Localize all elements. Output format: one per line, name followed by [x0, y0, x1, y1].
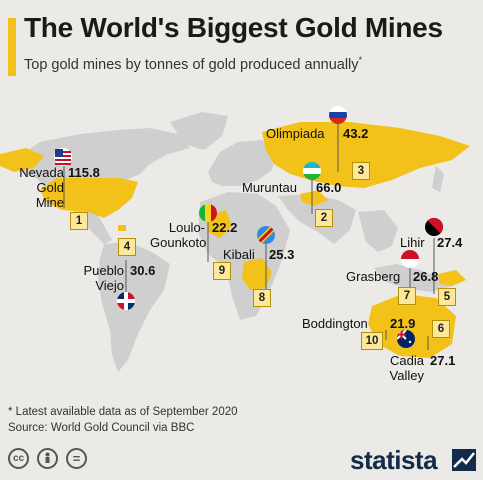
europe-land — [208, 140, 276, 186]
mine-value-lihir: 27.4 — [437, 235, 463, 250]
indonesia-land — [374, 264, 452, 292]
mine-label-loulo-gounkoto: Loulo- Gounkoto — [150, 220, 207, 250]
mine-value-nevada: 115.8 — [68, 165, 100, 180]
mine-value-muruntau: 66.0 — [316, 180, 342, 195]
mine-label-boddington: Boddington — [302, 316, 368, 331]
mine-value-grasberg: 26.8 — [413, 269, 439, 284]
rank-badge-7: 7 — [398, 287, 416, 305]
rank-badge-9: 9 — [213, 262, 231, 280]
uzbekistan-flag-icon — [303, 162, 321, 180]
rank-badge-3: 3 — [352, 162, 370, 180]
rank-badge-2: 2 — [315, 209, 333, 227]
mine-value-kibali: 25.3 — [269, 247, 295, 262]
rank-badge-10: 10 — [361, 332, 383, 350]
rank-badge-4: 4 — [118, 238, 136, 256]
greenland-land — [170, 112, 228, 150]
dominican-republic-highlight — [118, 225, 126, 231]
mine-value-pueblo-viejo: 30.6 — [130, 263, 156, 278]
world-map — [0, 106, 470, 372]
rank-badge-5: 5 — [438, 288, 456, 306]
australia-highlight — [368, 294, 456, 358]
mine-label-lihir: Lihir — [400, 235, 425, 250]
southeast-asia-land — [358, 210, 398, 252]
footnote: * Latest available data as of September … — [8, 406, 238, 434]
mine-label-olimpiada: Olimpiada — [266, 126, 325, 141]
attribution-icon — [37, 448, 58, 469]
australia-flag-icon — [397, 330, 415, 348]
no-derivatives-icon: = — [66, 448, 87, 469]
mine-label-grasberg: Grasberg — [346, 269, 401, 284]
dr-congo-highlight — [242, 258, 272, 290]
papua-new-guinea-flag-icon — [425, 218, 443, 236]
rank-badge-8: 8 — [253, 289, 271, 307]
png-highlight — [438, 270, 466, 286]
mine-label-pueblo-viejo: Pueblo Viejo — [83, 263, 124, 293]
indonesia-flag-icon — [401, 250, 419, 268]
dr-congo-flag-icon — [257, 226, 275, 244]
japan-land — [432, 166, 444, 192]
mine-label-cadia-valley: Cadia Valley — [389, 353, 424, 383]
dominican-republic-flag-icon — [117, 292, 135, 310]
leader-lines — [63, 122, 435, 350]
mine-value-boddington: 21.9 — [390, 316, 416, 331]
alaska-highlight — [0, 148, 44, 172]
mine-value-cadia-valley: 27.1 — [430, 353, 456, 368]
uzbekistan-highlight — [300, 190, 328, 206]
rank-badge-1: 1 — [70, 212, 88, 230]
mine-label-muruntau: Muruntau — [242, 180, 297, 195]
mine-label-nevada: Nevada Gold Mine — [19, 165, 64, 210]
south-america-land — [98, 242, 170, 372]
mine-value-loulo-gounkoto: 22.2 — [212, 220, 238, 235]
cc-icon: cc — [8, 448, 29, 469]
mali-flag-icon — [199, 204, 217, 222]
page-title: The World's Biggest Gold Mines — [24, 12, 443, 43]
russia-flag-icon — [329, 106, 347, 124]
statista-logo: statista — [350, 445, 438, 475]
page-subtitle: Top gold mines by tonnes of gold produce… — [24, 55, 363, 73]
statista-logo-icon — [452, 449, 476, 471]
mine-value-olimpiada: 43.2 — [343, 126, 369, 141]
title-accent-bar — [8, 18, 16, 76]
mine-label-kibali: Kibali — [223, 247, 255, 262]
usa-flag-icon — [54, 148, 72, 166]
rank-badge-6: 6 — [432, 320, 450, 338]
